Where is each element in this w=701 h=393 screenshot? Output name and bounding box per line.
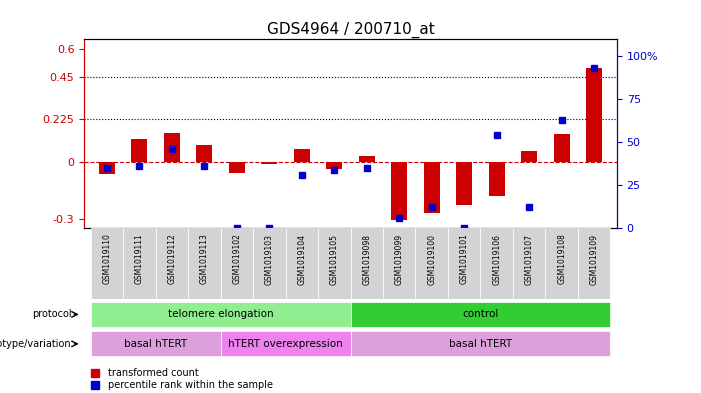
Text: GSM1019105: GSM1019105 xyxy=(329,233,339,285)
Bar xyxy=(123,228,156,299)
Text: telomere elongation: telomere elongation xyxy=(168,309,273,320)
Bar xyxy=(416,228,448,299)
Bar xyxy=(261,162,278,164)
Bar xyxy=(513,228,545,299)
Text: GSM1019109: GSM1019109 xyxy=(590,233,599,285)
Bar xyxy=(350,302,611,327)
Bar xyxy=(164,133,180,162)
Bar xyxy=(554,134,570,162)
Text: basal hTERT: basal hTERT xyxy=(124,339,187,349)
Bar xyxy=(196,145,212,162)
Text: GSM1019100: GSM1019100 xyxy=(427,233,436,285)
Bar xyxy=(350,228,383,299)
Bar xyxy=(90,228,123,299)
Text: control: control xyxy=(462,309,498,320)
Bar xyxy=(253,228,285,299)
Title: GDS4964 / 200710_at: GDS4964 / 200710_at xyxy=(266,22,435,38)
Bar xyxy=(521,151,537,162)
Bar xyxy=(221,332,350,356)
Bar xyxy=(326,162,342,169)
Text: protocol: protocol xyxy=(32,309,72,320)
Text: genotype/variation: genotype/variation xyxy=(0,339,72,349)
Bar xyxy=(448,228,480,299)
Bar xyxy=(586,68,602,162)
Text: GSM1019108: GSM1019108 xyxy=(557,233,566,285)
Bar xyxy=(99,162,115,174)
Text: transformed count: transformed count xyxy=(108,367,199,378)
Bar xyxy=(90,332,221,356)
Text: hTERT overexpression: hTERT overexpression xyxy=(228,339,343,349)
Text: GSM1019107: GSM1019107 xyxy=(524,233,533,285)
Text: GSM1019101: GSM1019101 xyxy=(460,233,469,285)
Bar xyxy=(391,162,407,220)
Text: GSM1019110: GSM1019110 xyxy=(102,233,111,285)
Bar xyxy=(489,162,505,196)
Text: GSM1019099: GSM1019099 xyxy=(395,233,404,285)
Bar xyxy=(229,162,245,173)
Bar xyxy=(221,228,253,299)
Bar xyxy=(545,228,578,299)
Bar xyxy=(456,162,472,205)
Bar xyxy=(578,228,611,299)
Bar xyxy=(383,228,416,299)
Text: GSM1019113: GSM1019113 xyxy=(200,233,209,285)
Bar xyxy=(350,332,611,356)
Bar xyxy=(156,228,188,299)
Bar xyxy=(188,228,221,299)
Text: GSM1019112: GSM1019112 xyxy=(168,233,177,285)
Text: GSM1019102: GSM1019102 xyxy=(232,233,241,285)
Bar xyxy=(294,149,310,162)
Text: GSM1019111: GSM1019111 xyxy=(135,233,144,285)
Text: GSM1019106: GSM1019106 xyxy=(492,233,501,285)
Text: GSM1019104: GSM1019104 xyxy=(297,233,306,285)
Bar xyxy=(359,156,375,162)
Text: GSM1019098: GSM1019098 xyxy=(362,233,372,285)
Bar xyxy=(318,228,350,299)
Text: basal hTERT: basal hTERT xyxy=(449,339,512,349)
Bar xyxy=(90,302,350,327)
Bar xyxy=(131,139,147,162)
Text: GSM1019103: GSM1019103 xyxy=(265,233,274,285)
Bar xyxy=(423,162,440,213)
Text: percentile rank within the sample: percentile rank within the sample xyxy=(108,380,273,390)
Bar xyxy=(480,228,513,299)
Bar xyxy=(285,228,318,299)
